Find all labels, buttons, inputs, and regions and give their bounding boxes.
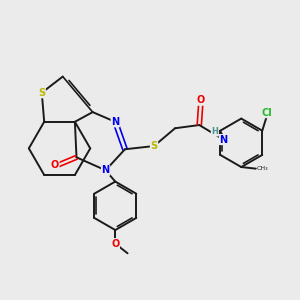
Text: Cl: Cl [262,108,272,118]
Text: H: H [211,127,218,136]
Text: N: N [101,165,110,175]
Text: N: N [219,135,228,145]
Text: O: O [51,160,59,170]
Text: S: S [38,88,45,98]
Text: S: S [151,141,158,151]
Text: N: N [111,117,119,127]
Text: CH₃: CH₃ [256,166,268,171]
Text: O: O [197,95,205,105]
Text: O: O [111,238,119,249]
